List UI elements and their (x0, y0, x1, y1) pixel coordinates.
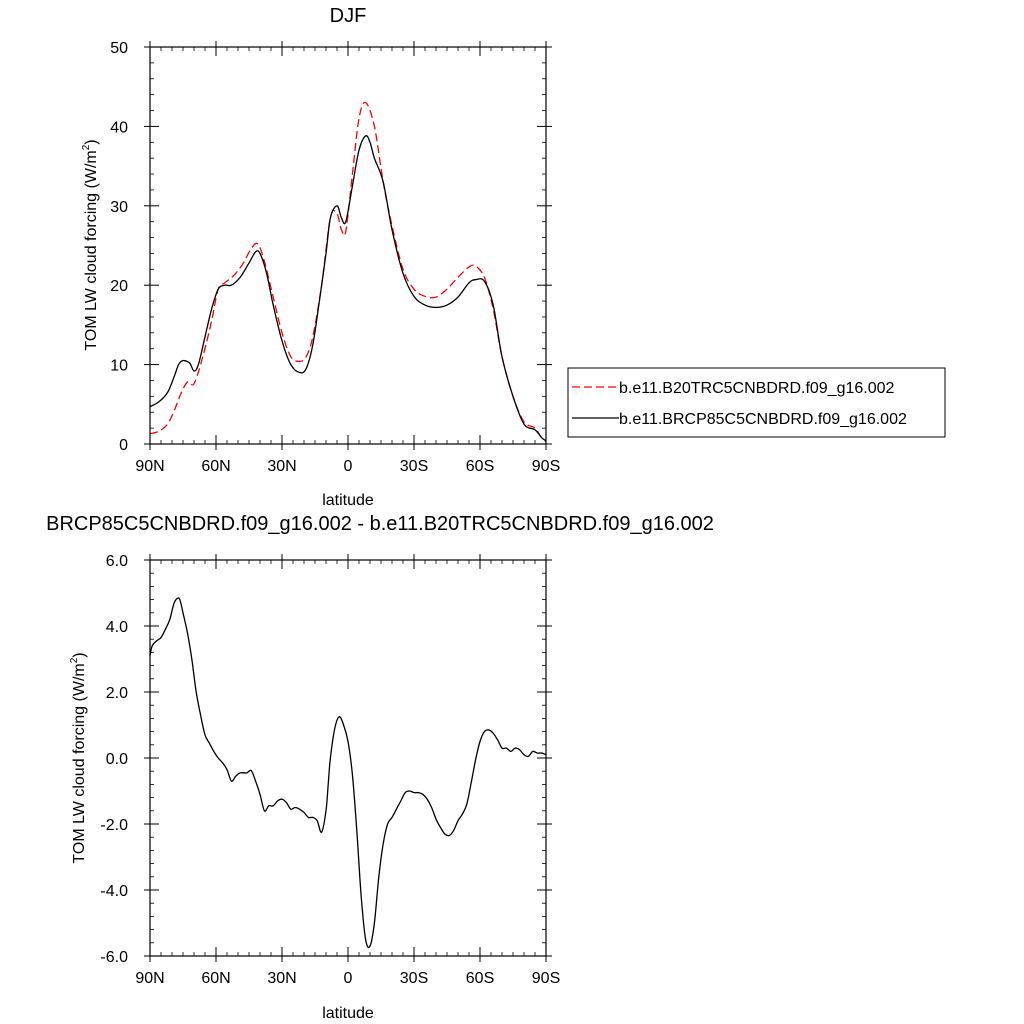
top-plot-group: 90N 60N 30N 0 30S 60S 90S 0 10 20 30 40 50 (110, 40, 560, 475)
bottom-panel: BRCP85C5CNBDRD.f09_g16.002 - b.e11.B20TR… (46, 513, 714, 1022)
bottom-plot-frame (149, 559, 547, 957)
bottom-x-tick-label: 0 (344, 970, 353, 987)
bottom-x-tick-label: 30N (267, 970, 296, 987)
legend-box (567, 367, 946, 438)
bottom-plot-group: 90N 60N 30N 0 30S 60S 90S -6.0 -4.0 -2.0 0.0 2.0 4.0… (100, 553, 560, 987)
top-y-tick-label: 40 (110, 119, 128, 136)
bottom-y-tick-label: 2.0 (106, 685, 128, 702)
top-x-tick-label: 60N (201, 458, 230, 475)
bottom-y-tick-label: -6.0 (100, 949, 128, 966)
bottom-chart-title: BRCP85C5CNBDRD.f09_g16.002 - b.e11.B20TR… (46, 513, 714, 535)
bottom-y-axis-label: TOM LW cloud forcing (W/m2) (69, 652, 88, 863)
bottom-y-axis-label-close: ) (71, 652, 88, 657)
top-y-tick-label: 30 (110, 199, 128, 216)
top-x-tick-label: 30S (400, 458, 428, 475)
legend: b.e11.B20TRC5CNBDRD.f09_g16.002 b.e11.BR… (567, 367, 946, 438)
top-y-tick-label: 0 (119, 437, 128, 454)
bottom-y-tick-label: 0.0 (106, 751, 128, 768)
top-y-axis-label-close: ) (83, 139, 100, 144)
bottom-x-tick-label: 60N (201, 970, 230, 987)
bottom-y-tick-label: -2.0 (100, 817, 128, 834)
top-panel: DJF 90N 60N 30N 0 30S 60S 90S 0 10 20 30 40 50 latit… (81, 5, 946, 509)
top-series-line-0 (149, 101, 547, 443)
top-y-axis-label: TOM LW cloud forcing (W/m2) (81, 139, 100, 350)
top-x-tick-label: 90N (135, 458, 164, 475)
top-y-tick-label: 10 (110, 358, 128, 375)
bottom-x-tick-label: 90N (135, 970, 164, 987)
top-y-axis-label-sup: 2 (81, 144, 92, 150)
top-x-tick-label: 30N (267, 458, 296, 475)
bottom-y-tick-label: 6.0 (106, 553, 128, 570)
top-series-line-1 (149, 135, 547, 442)
legend-label-rcp85: b.e11.BRCP85C5CNBDRD.f09_g16.002 (619, 411, 907, 428)
bottom-y-tick-label: 4.0 (106, 619, 128, 636)
top-y-tick-label: 20 (110, 278, 128, 295)
bottom-x-axis-label: latitude (322, 1005, 374, 1022)
bottom-x-tick-label: 30S (400, 970, 428, 987)
legend-label-historical: b.e11.B20TRC5CNBDRD.f09_g16.002 (619, 380, 895, 397)
top-y-tick-label: 50 (110, 40, 128, 57)
top-x-tick-label: 90S (532, 458, 560, 475)
top-y-axis-label-main: TOM LW cloud forcing (W/m (83, 150, 100, 350)
bottom-series-line-0 (149, 597, 547, 949)
top-x-tick-label: 0 (344, 458, 353, 475)
bottom-x-tick-label: 60S (466, 970, 494, 987)
bottom-y-tick-label: -4.0 (100, 883, 128, 900)
bottom-x-tick-label: 90S (532, 970, 560, 987)
bottom-y-axis-label-sup: 2 (69, 657, 80, 663)
top-plot-frame (149, 46, 547, 445)
top-chart-title: DJF (330, 5, 367, 27)
top-x-axis-label: latitude (322, 492, 374, 509)
bottom-y-axis-label-main: TOM LW cloud forcing (W/m (71, 663, 88, 863)
top-x-tick-label: 60S (466, 458, 494, 475)
